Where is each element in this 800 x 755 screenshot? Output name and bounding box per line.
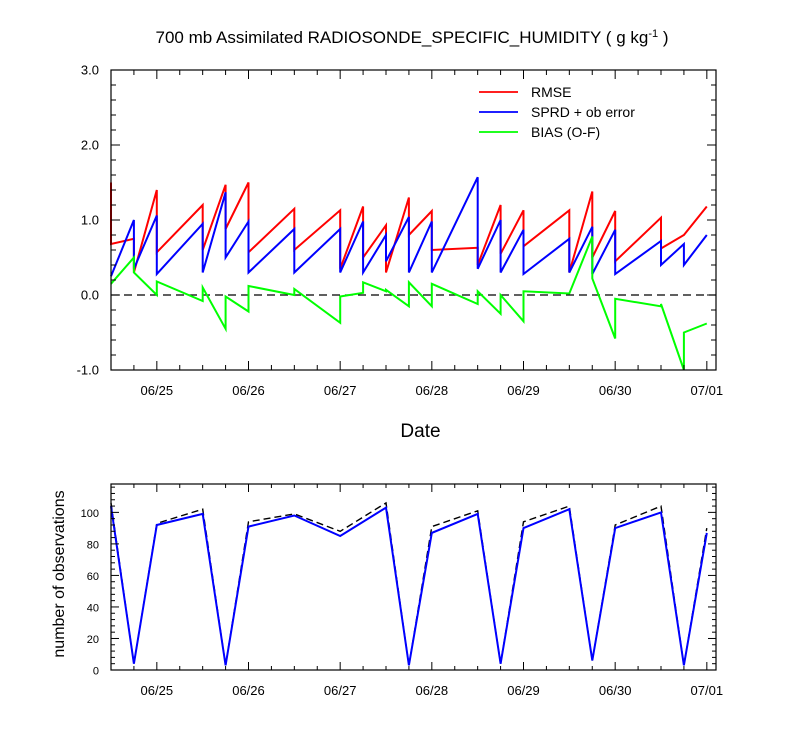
- panel1-legend-label-2: SPRD + ob error: [531, 104, 635, 120]
- panel2-y-axis-label: number of observations: [51, 490, 68, 657]
- panel1-x-tick-label-5: 06/29: [507, 383, 540, 398]
- panel1-y-tick-label-2: 2.0: [81, 138, 99, 153]
- panel2-x-tick-label-1: 06/25: [141, 683, 174, 698]
- panel1-series-line-3: [110, 236, 708, 371]
- panel1-x-tick-label-6: 06/30: [599, 383, 632, 398]
- panel1-legend-label-3: BIAS (O-F): [531, 124, 600, 140]
- panel2-y-tick-label-4: 60: [87, 571, 99, 583]
- panel1-chart-title: 700 mb Assimilated RADIOSONDE_SPECIFIC_H…: [156, 28, 669, 47]
- panel1-legend-label-1: RMSE: [531, 84, 571, 100]
- panel1-x-tick-label-2: 06/26: [232, 383, 265, 398]
- title-main: 700 mb Assimilated RADIOSONDE_SPECIFIC_H…: [156, 28, 649, 47]
- panel2-y-tick-label-2: 20: [87, 634, 99, 646]
- panel1-series-line-2: [110, 176, 708, 277]
- title-suffix: ): [658, 28, 668, 47]
- panel2-x-tick-label-5: 06/29: [507, 683, 540, 698]
- panel1-x-tick-label-3: 06/27: [324, 383, 357, 398]
- panel1-x-tick-label-7: 07/01: [691, 383, 724, 398]
- panel2-y-tick-label-6: 100: [81, 508, 99, 520]
- title-superscript: -1: [648, 28, 658, 40]
- panel2-x-tick-label-2: 06/26: [232, 683, 265, 698]
- panel2-x-tick-label-3: 06/27: [324, 683, 357, 698]
- panel2-x-tick-label-6: 06/30: [599, 683, 632, 698]
- panel1-x-tick-label-4: 06/28: [416, 383, 449, 398]
- panel1-y-tick-label-3: 1.0: [81, 213, 99, 228]
- panel1-y-tick-label-1: 3.0: [81, 63, 99, 78]
- panel2-y-tick-label-3: 40: [87, 602, 99, 614]
- panel1-y-tick-label-4: 0.0: [81, 288, 99, 303]
- panel1-x-tick-label-1: 06/25: [141, 383, 174, 398]
- panel2-x-tick-label-4: 06/28: [416, 683, 449, 698]
- panel1-x-axis-label: Date: [400, 421, 440, 442]
- panel2-y-tick-label-5: 80: [87, 539, 99, 551]
- panel2-series-line-2: [110, 505, 708, 666]
- panel2-plot-frame: [110, 483, 717, 671]
- panel1-y-tick-label-5: -1.0: [77, 363, 99, 378]
- panel2-y-tick-label-1: 0: [93, 666, 99, 678]
- panel2-x-tick-label-7: 07/01: [691, 683, 724, 698]
